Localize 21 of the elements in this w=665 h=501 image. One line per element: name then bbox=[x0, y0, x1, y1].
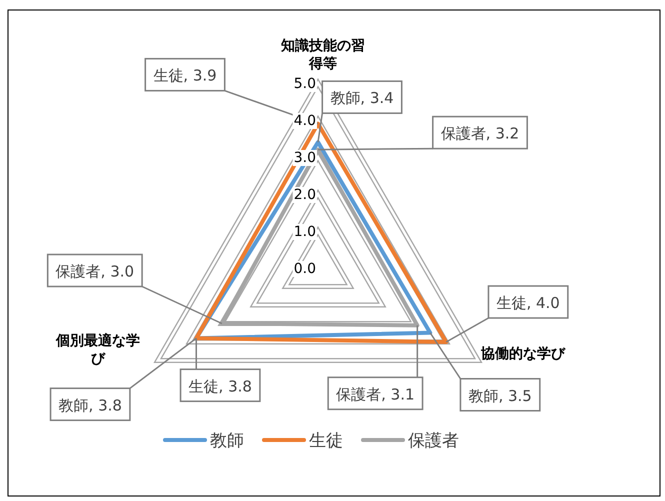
y-tick-label: 1.0 bbox=[294, 224, 316, 240]
data-label: 生徒, 3.8 bbox=[188, 377, 252, 396]
data-label: 教師, 3.5 bbox=[468, 386, 532, 405]
data-label: 保護者, 3.0 bbox=[56, 262, 134, 280]
spoke-label: 個別最適な学び bbox=[55, 332, 140, 367]
spoke-label: 協働的な学び bbox=[480, 346, 566, 362]
legend-label: 生徒 bbox=[309, 431, 343, 451]
y-tick-label: 3.0 bbox=[294, 150, 316, 166]
data-label: 生徒, 4.0 bbox=[496, 294, 560, 312]
data-label: 教師, 3.4 bbox=[330, 89, 394, 108]
y-tick-label: 2.0 bbox=[294, 187, 316, 203]
legend-label: 教師 bbox=[210, 431, 244, 451]
data-label: 教師, 3.8 bbox=[58, 396, 122, 414]
data-label: 保護者, 3.2 bbox=[440, 124, 520, 143]
spoke-label: 知識技能の習得等 bbox=[280, 37, 365, 72]
y-tick-label: 5.0 bbox=[294, 76, 316, 92]
y-tick-label: 0.0 bbox=[294, 261, 316, 277]
data-label: 保護者, 3.1 bbox=[336, 385, 415, 404]
data-label: 生徒, 3.9 bbox=[153, 66, 217, 85]
y-tick-label: 4.0 bbox=[294, 113, 316, 129]
legend-label: 保護者 bbox=[408, 431, 459, 451]
